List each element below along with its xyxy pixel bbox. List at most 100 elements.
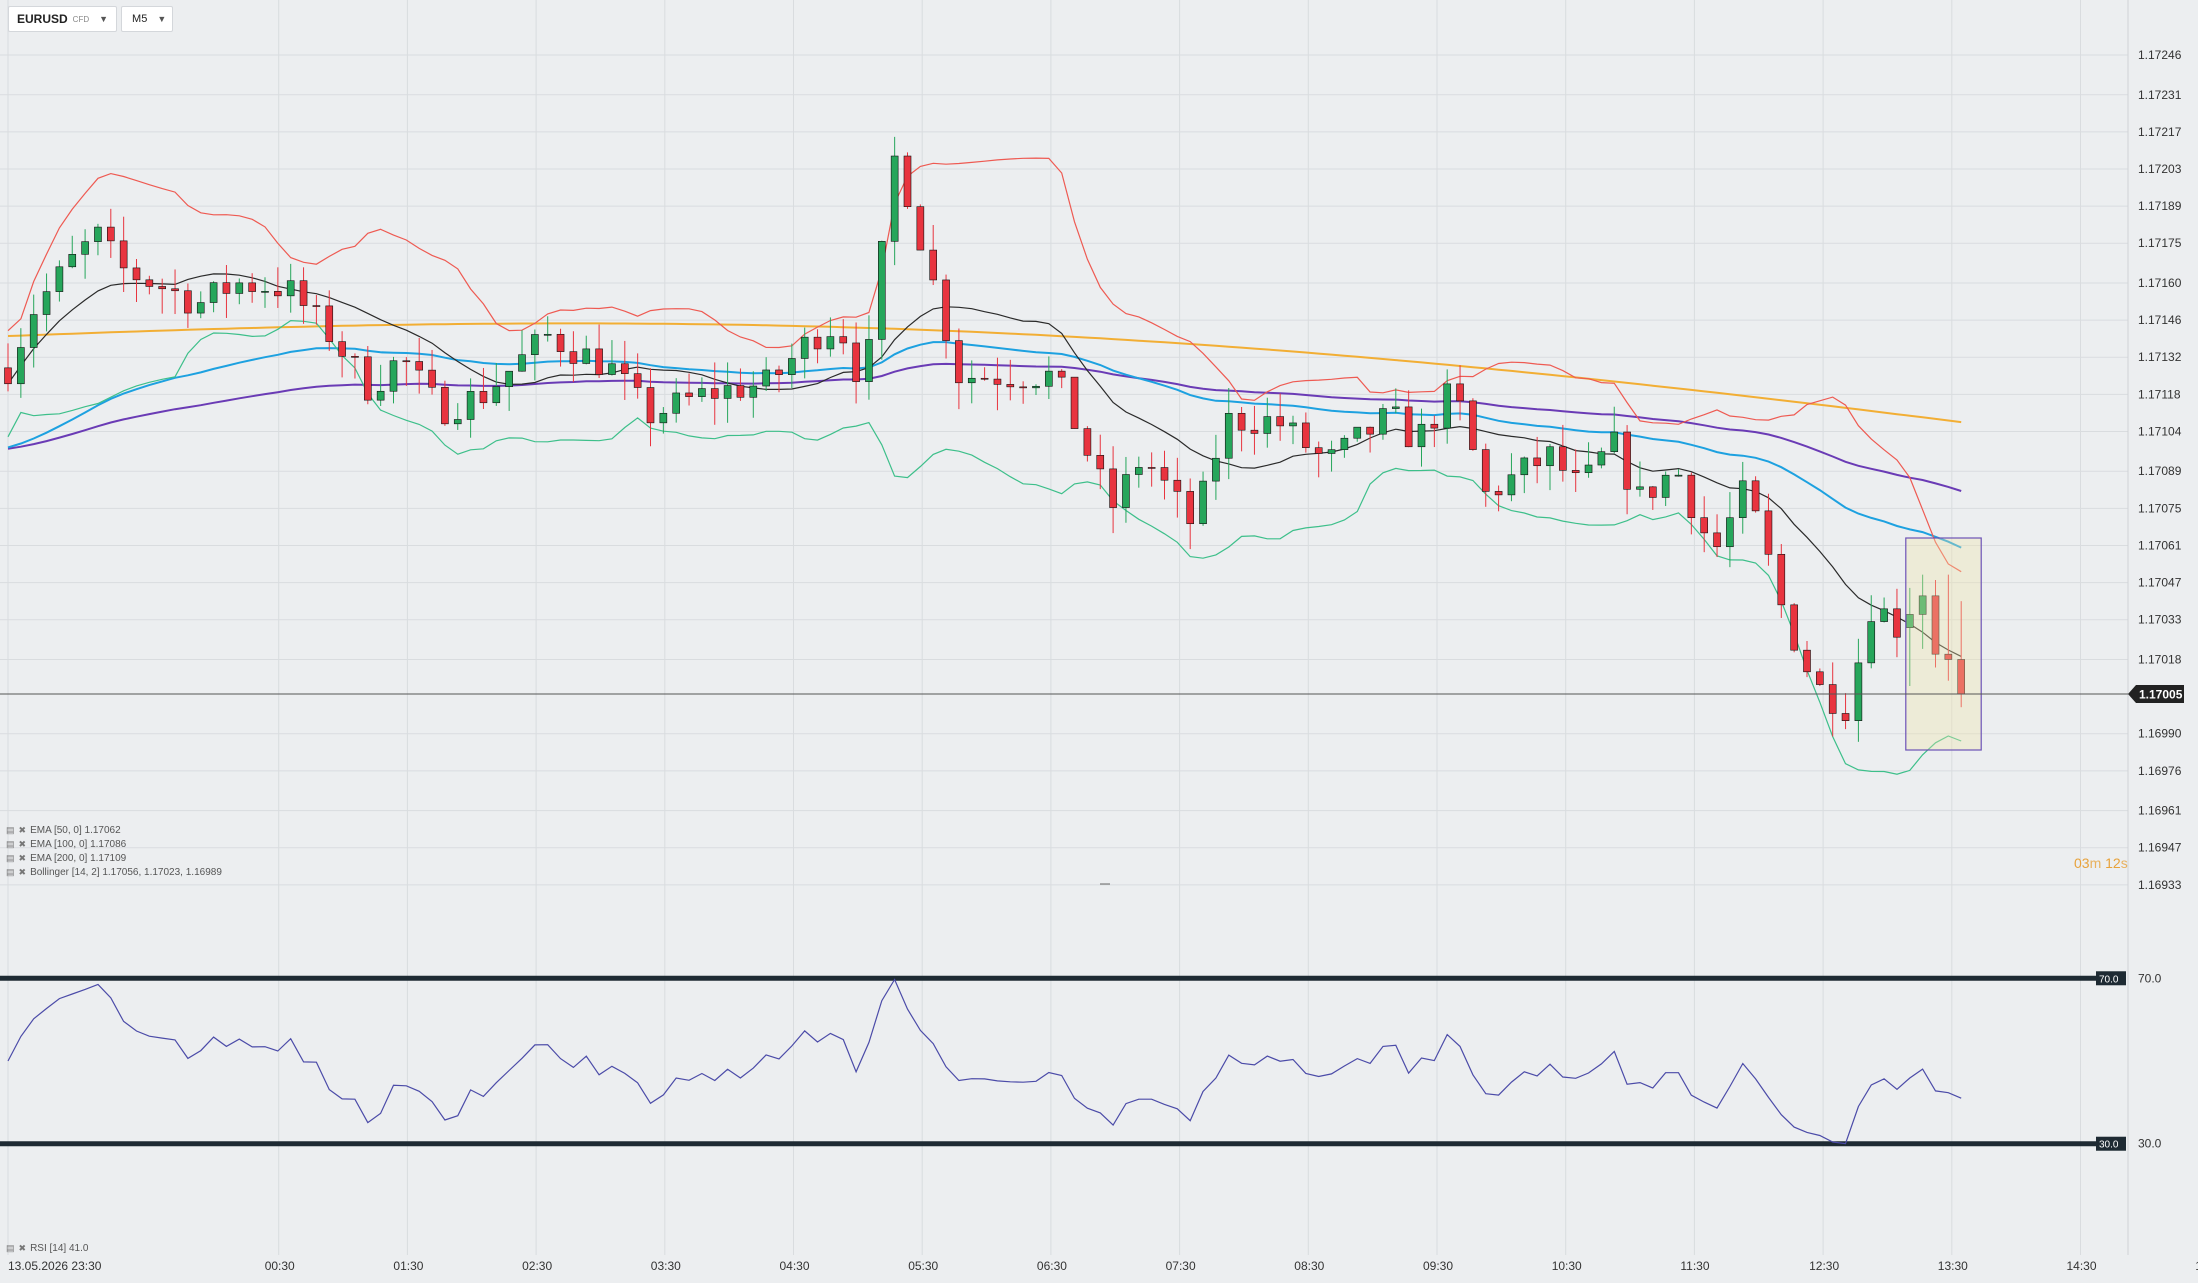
candle [1135, 456, 1143, 488]
candle [1250, 405, 1259, 455]
candle-body [633, 373, 642, 388]
legend-ema200[interactable]: ▤ ✖ EMA [200, 0] 1.17109 [6, 852, 126, 865]
candle [1610, 406, 1619, 454]
y-tick-label: 1.16933 [2138, 878, 2182, 892]
candle-body [1738, 480, 1747, 518]
candle-body [865, 339, 873, 382]
candle [184, 283, 192, 328]
candle-body [1777, 553, 1786, 606]
candle [1636, 461, 1644, 497]
candle-body [1469, 400, 1477, 450]
x-tick-label: 13:30 [1938, 1259, 1968, 1273]
candle-body [376, 390, 385, 401]
candle-body [1931, 595, 1940, 655]
settings-icon[interactable]: ▤ [6, 1243, 15, 1253]
x-tick-label: 02:30 [522, 1259, 552, 1273]
candle-body [723, 385, 732, 399]
candle [646, 368, 655, 447]
candle [967, 360, 976, 404]
candle [158, 278, 166, 314]
candle [1687, 472, 1696, 535]
settings-icon[interactable]: ▤ [6, 825, 15, 835]
candle-body [1340, 437, 1349, 450]
symbol-selector[interactable]: EURUSD CFD ▼ [8, 6, 118, 32]
rsi-level-axis-label: 70.0 [2138, 971, 2162, 985]
candle [1045, 356, 1053, 400]
candle [916, 204, 925, 251]
candle [363, 346, 372, 405]
candle-body [428, 369, 436, 388]
candle-body [1559, 446, 1567, 471]
candle-body [1212, 457, 1220, 482]
legend-bollinger[interactable]: ▤ ✖ Bollinger [14, 2] 1.17056, 1.17023, 1… [6, 866, 222, 879]
candle-body [672, 392, 681, 414]
settings-icon[interactable]: ▤ [6, 853, 15, 863]
candle-body [325, 305, 334, 342]
settings-icon[interactable]: ▤ [6, 867, 15, 877]
candle [877, 240, 886, 360]
candle-body [942, 279, 950, 341]
candle [81, 229, 89, 279]
candle-body [479, 391, 488, 404]
candle [42, 273, 51, 332]
candle [865, 315, 873, 400]
candle [68, 235, 77, 269]
timeframe-selector[interactable]: M5 ▼ [121, 6, 174, 32]
legend-ema50[interactable]: ▤ ✖ EMA [50, 0] 1.17062 [6, 824, 121, 837]
candle-body [1700, 517, 1708, 534]
candle [351, 353, 359, 379]
candle-body [903, 155, 912, 207]
candle-body [1456, 383, 1464, 402]
settings-icon[interactable]: ▤ [6, 839, 15, 849]
legend-rsi[interactable]: ▤ ✖ RSI [14] 41.0 [6, 1242, 88, 1255]
candle [762, 357, 770, 391]
candle [4, 343, 12, 392]
timeframe-label: M5 [132, 13, 148, 25]
candle [659, 407, 668, 434]
candle [1944, 574, 1953, 681]
candle-body [1661, 474, 1670, 498]
candle [903, 152, 912, 209]
close-icon[interactable]: ✖ [18, 853, 27, 863]
candle-body [248, 282, 256, 292]
candle [1224, 387, 1233, 480]
candle-body [184, 290, 192, 314]
candle-body [1507, 474, 1516, 496]
candle [415, 337, 424, 394]
candle [749, 371, 758, 418]
candle [1546, 443, 1554, 491]
candle-body [81, 241, 89, 255]
candle [1764, 493, 1773, 566]
candle-body [813, 336, 822, 350]
close-icon[interactable]: ✖ [18, 867, 27, 877]
x-tick-label: 11:30 [1680, 1259, 1709, 1273]
candle [1160, 450, 1169, 500]
legend-ema100[interactable]: ▤ ✖ EMA [100, 0] 1.17086 [6, 838, 126, 851]
candle [518, 330, 526, 372]
candle-body [620, 363, 629, 374]
candle-body [749, 385, 758, 398]
close-icon[interactable]: ✖ [18, 825, 27, 835]
candle [428, 349, 436, 395]
candle-body [1417, 423, 1426, 448]
close-icon[interactable]: ✖ [18, 1243, 27, 1253]
candle [1173, 457, 1182, 518]
candle [1019, 381, 1027, 404]
countdown-minutes: 03 [2074, 855, 2090, 871]
candle [1481, 443, 1490, 507]
candle [1469, 398, 1477, 451]
candle-body [1803, 649, 1811, 673]
candle-body [338, 341, 346, 357]
x-tick-label: 04:30 [780, 1259, 810, 1273]
ema50-line [7, 341, 1962, 549]
close-icon[interactable]: ✖ [18, 839, 27, 849]
candle-body [1250, 429, 1259, 434]
x-tick-label: 07:30 [1166, 1259, 1196, 1273]
candle [466, 378, 475, 438]
candle [1006, 359, 1015, 401]
candle [1751, 476, 1760, 513]
candle [775, 365, 783, 393]
candle [107, 208, 115, 258]
candle [1327, 440, 1336, 472]
